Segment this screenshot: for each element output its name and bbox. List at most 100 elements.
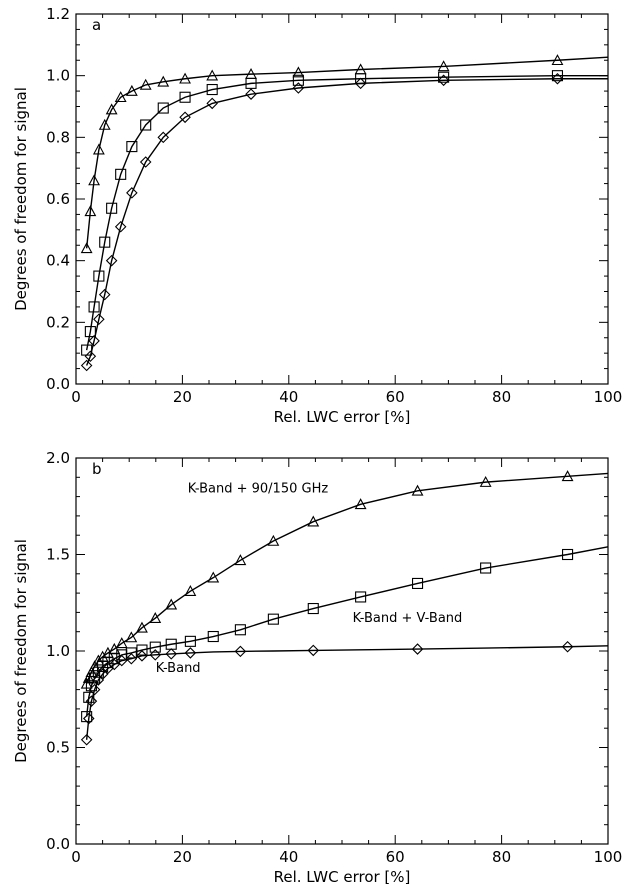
data-point-triangle xyxy=(411,484,424,496)
data-point-square xyxy=(115,168,127,180)
data-point-diamond xyxy=(115,654,128,667)
panel-letter: a xyxy=(92,16,101,34)
data-point-triangle xyxy=(354,498,367,510)
data-point-diamond xyxy=(126,187,138,199)
data-point-square xyxy=(157,102,169,114)
data-point-diamond xyxy=(80,359,93,372)
data-point-square xyxy=(438,71,450,83)
series-square xyxy=(81,70,608,356)
data-point-diamond xyxy=(114,220,127,233)
data-point-triangle xyxy=(80,242,93,254)
data-point-diamond xyxy=(292,82,305,94)
data-point-diamond xyxy=(149,649,162,661)
data-point-diamond xyxy=(184,647,197,659)
data-point-triangle xyxy=(136,621,148,633)
data-point-square xyxy=(245,77,257,89)
data-point-square xyxy=(125,647,137,659)
x-tick-label: 0 xyxy=(71,848,81,866)
data-point-diamond xyxy=(245,88,257,100)
data-point-triangle xyxy=(307,515,320,527)
data-point-diamond xyxy=(85,695,98,707)
data-point-diamond xyxy=(165,648,178,660)
series-square: K-Band + V-Band xyxy=(81,546,609,723)
data-point-triangle xyxy=(267,534,280,546)
y-tick-label: 0.0 xyxy=(46,835,70,853)
data-point-square xyxy=(84,326,96,338)
data-point-square xyxy=(184,635,196,647)
data-point-triangle xyxy=(82,671,95,683)
data-point-diamond xyxy=(125,652,138,665)
series-line xyxy=(85,56,609,249)
data-point-square xyxy=(88,301,100,313)
x-tick-label: 60 xyxy=(386,848,405,866)
data-point-diamond xyxy=(411,643,424,655)
x-tick-label: 20 xyxy=(173,848,192,866)
data-point-triangle xyxy=(92,654,105,666)
data-point-triangle xyxy=(125,631,138,643)
series-line xyxy=(85,472,609,685)
data-point-diamond xyxy=(82,712,95,725)
series-line xyxy=(85,74,608,351)
data-point-square xyxy=(551,70,564,82)
data-point-diamond xyxy=(84,350,97,363)
data-point-diamond xyxy=(307,644,320,657)
data-point-triangle xyxy=(561,470,574,482)
data-point-triangle xyxy=(98,118,111,130)
y-tick-label: 0.2 xyxy=(46,313,70,331)
x-tick-label: 40 xyxy=(279,388,298,406)
series-triangle: K-Band + 90/150 GHz xyxy=(80,470,609,689)
y-tick-label: 0.5 xyxy=(46,739,70,757)
data-point-diamond xyxy=(105,254,118,267)
y-tick-label: 1.5 xyxy=(46,546,70,564)
data-point-square xyxy=(207,630,219,643)
data-point-diamond xyxy=(561,640,574,653)
series-diamond: K-Band xyxy=(80,640,609,746)
y-tick-label: 2.0 xyxy=(46,449,70,467)
data-point-diamond xyxy=(93,313,105,326)
data-point-square xyxy=(562,548,574,561)
data-point-diamond xyxy=(437,74,450,87)
data-point-triangle xyxy=(149,612,162,623)
data-point-triangle xyxy=(292,66,305,78)
data-point-diamond xyxy=(234,645,247,658)
data-point-triangle xyxy=(84,205,97,217)
x-axis-title: Rel. LWC error [%] xyxy=(274,408,411,426)
data-point-diamond xyxy=(157,131,170,144)
y-tick-label: 0.0 xyxy=(46,375,70,393)
series-label: K-Band + 90/150 GHz xyxy=(188,482,329,497)
y-tick-label: 1.0 xyxy=(46,642,70,660)
data-point-diamond xyxy=(206,97,218,110)
data-point-triangle xyxy=(479,475,492,487)
data-point-square xyxy=(307,602,319,615)
data-point-square xyxy=(149,641,161,653)
data-point-square xyxy=(92,666,104,678)
x-tick-label: 80 xyxy=(492,848,511,866)
series-line xyxy=(85,546,609,717)
data-point-square xyxy=(179,91,191,103)
data-point-triangle xyxy=(139,78,152,90)
data-point-square xyxy=(355,591,367,603)
data-point-diamond xyxy=(551,72,564,85)
y-axis-title: Degrees of freedom for signal xyxy=(12,539,30,763)
panel-b: 0 20 40 60 80 100 0.0 0.5 1.0 1.5 2.0 Rel. LWC erro… xyxy=(12,449,622,886)
x-tick-label: 20 xyxy=(173,388,192,406)
y-tick-label: 0.8 xyxy=(46,128,70,146)
panel-letter: b xyxy=(92,460,102,478)
data-point-diamond xyxy=(88,335,100,347)
x-tick-label: 100 xyxy=(594,848,623,866)
data-point-triangle xyxy=(234,554,247,566)
data-point-diamond xyxy=(354,77,367,90)
data-point-diamond xyxy=(88,683,101,696)
y-tick-label: 0.4 xyxy=(46,252,70,270)
y-tick-label: 1.2 xyxy=(46,5,70,23)
data-point-square xyxy=(411,577,424,590)
data-point-triangle xyxy=(184,585,197,596)
data-point-triangle xyxy=(206,69,219,81)
series-label: K-Band xyxy=(156,661,201,676)
data-point-square xyxy=(126,141,138,153)
data-point-triangle xyxy=(88,174,101,186)
panel-a: 0 20 40 60 80 100 0.0 0.2 0.4 0.6 0.8 1.0 1.2 Rel. LW… xyxy=(12,5,622,426)
data-point-square xyxy=(292,74,304,86)
y-axis-title: Degrees of freedom for signal xyxy=(12,87,30,311)
